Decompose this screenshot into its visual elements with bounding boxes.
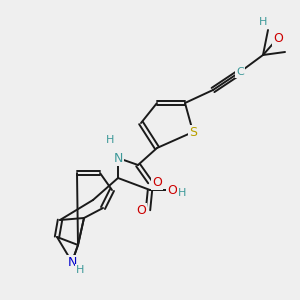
Text: N: N (113, 152, 123, 164)
Text: H: H (76, 265, 84, 275)
Text: O: O (152, 176, 162, 188)
Text: H: H (259, 17, 267, 27)
Text: O: O (273, 32, 283, 44)
Text: H: H (178, 188, 186, 198)
Text: O: O (167, 184, 177, 196)
Text: H: H (106, 135, 114, 145)
Text: O: O (136, 203, 146, 217)
Text: S: S (189, 125, 197, 139)
Text: N: N (67, 256, 77, 268)
Text: C: C (236, 67, 244, 77)
